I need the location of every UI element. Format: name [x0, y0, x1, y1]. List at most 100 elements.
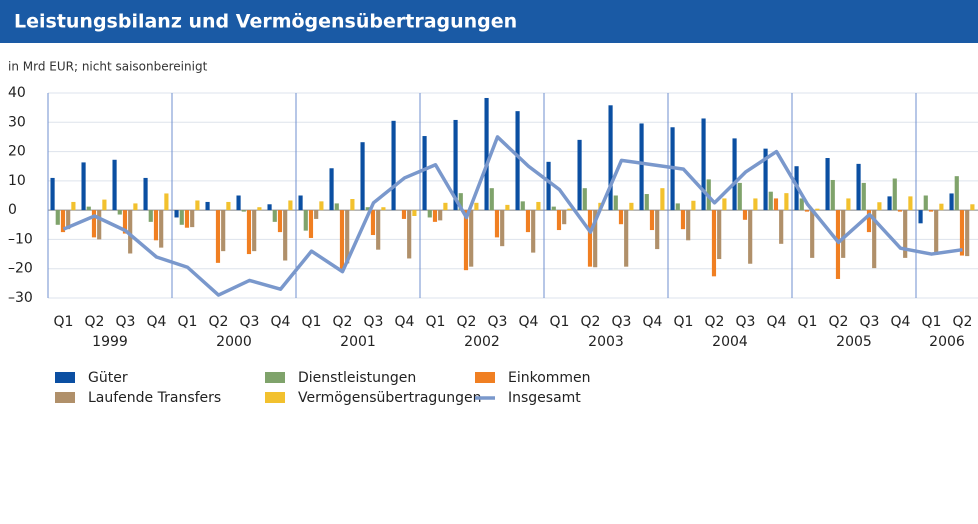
bar: [133, 203, 138, 211]
chart-title: Leistungsbilanz und Vermögensübertragung…: [14, 11, 517, 33]
bar: [872, 210, 877, 269]
bar: [376, 210, 381, 250]
bar: [934, 210, 939, 255]
bar: [546, 161, 551, 211]
x-tick-label: Q2: [457, 314, 477, 330]
bar: [179, 210, 184, 225]
x-tick-label: Q1: [54, 314, 74, 330]
bar: [520, 201, 525, 211]
x-tick-label: Q3: [488, 314, 508, 330]
bar: [401, 210, 407, 219]
bar: [835, 210, 841, 279]
x-tick-label: Q4: [271, 314, 291, 330]
x-tick-label: Q1: [674, 314, 694, 330]
legend-label: Einkommen: [508, 370, 591, 386]
bar: [345, 210, 350, 264]
x-tick-label: Q2: [953, 314, 973, 330]
bar: [55, 210, 60, 225]
bar: [221, 210, 226, 252]
bar: [365, 207, 370, 211]
bar: [319, 201, 324, 211]
bar: [701, 118, 706, 211]
bar: [474, 202, 479, 211]
bar: [686, 210, 691, 241]
bar: [644, 194, 649, 211]
bar: [748, 210, 753, 264]
year-label: 2001: [340, 334, 376, 350]
bar: [903, 210, 908, 258]
bar: [148, 210, 153, 222]
bar: [314, 210, 319, 219]
bar: [71, 201, 76, 211]
bar: [489, 188, 494, 211]
bar: [799, 198, 804, 211]
bar: [494, 210, 500, 238]
bar: [453, 119, 458, 211]
bar: [432, 210, 438, 222]
bar: [407, 210, 412, 259]
legend-swatch: [265, 392, 285, 403]
x-tick-label: Q1: [798, 314, 818, 330]
bar: [877, 202, 882, 211]
x-tick-label: Q4: [643, 314, 663, 330]
bar: [908, 196, 913, 211]
bar: [577, 139, 582, 211]
bar: [427, 210, 432, 218]
bar: [959, 210, 965, 256]
line: [62, 135, 963, 297]
bar: [164, 193, 169, 211]
y-tick-label: –30: [8, 290, 33, 306]
bar: [215, 210, 221, 263]
x-tick-label: Q4: [395, 314, 415, 330]
bar: [463, 210, 469, 271]
bar: [608, 105, 613, 211]
legend-label: Insgesamt: [508, 390, 581, 406]
x-tick-label: Q4: [891, 314, 911, 330]
year-label: 2006: [929, 334, 965, 350]
bar: [443, 202, 448, 211]
bar: [861, 182, 866, 211]
x-tick-label: Q2: [829, 314, 849, 330]
bar: [531, 210, 536, 253]
title-bar: [0, 0, 978, 43]
y-tick-label: 20: [8, 144, 26, 160]
bar: [484, 97, 489, 211]
bar: [128, 210, 133, 254]
bar: [815, 208, 820, 211]
bar: [732, 138, 737, 211]
y-tick-label: 40: [8, 85, 26, 101]
bar: [458, 193, 463, 211]
x-tick-label: Q3: [116, 314, 136, 330]
x-tick-label: Q1: [302, 314, 322, 330]
bar: [246, 210, 252, 255]
bar: [675, 203, 680, 211]
x-tick-label: Q2: [85, 314, 105, 330]
bar: [593, 210, 598, 268]
bar: [856, 163, 861, 211]
bar: [252, 210, 257, 252]
x-tick-label: Q3: [612, 314, 632, 330]
bar: [267, 204, 272, 211]
subtitle: in Mrd EUR; nicht saisonbereinigt: [8, 60, 208, 74]
bar: [892, 178, 897, 211]
bar: [680, 210, 686, 230]
x-tick-label: Q3: [364, 314, 384, 330]
bar: [500, 210, 505, 247]
year-label: 2000: [216, 334, 252, 350]
bar: [804, 210, 810, 212]
bar: [184, 210, 190, 228]
x-tick-label: Q4: [519, 314, 539, 330]
bar: [582, 188, 587, 211]
bar: [918, 210, 923, 224]
bar: [525, 210, 531, 233]
legend-label: Vermögensübertragungen: [298, 390, 481, 406]
bar: [91, 210, 97, 238]
bar: [923, 195, 928, 211]
bar: [190, 210, 195, 228]
x-tick-label: Q3: [860, 314, 880, 330]
bar: [556, 210, 562, 231]
bar: [298, 195, 303, 211]
bar: [660, 188, 665, 211]
bar: [779, 210, 784, 244]
